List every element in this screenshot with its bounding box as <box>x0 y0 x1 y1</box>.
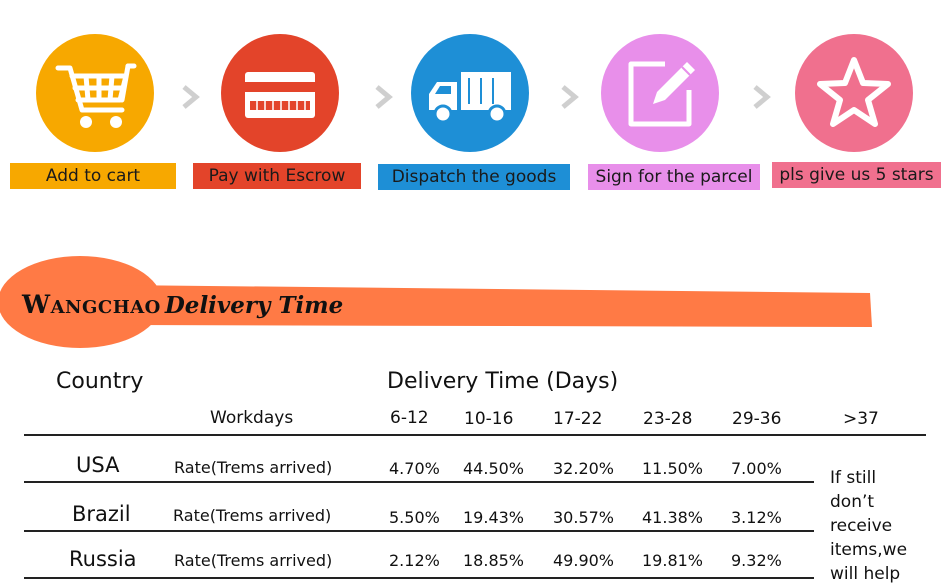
help-note-line: will help <box>830 564 901 584</box>
rate-value: 32.20% <box>553 459 615 478</box>
step-circle-sign-for-the-parcel <box>601 34 719 152</box>
rate-value: 30.57% <box>553 508 615 527</box>
rate-value: 2.12% <box>389 551 440 570</box>
banner-tagline: Delivery Time <box>164 292 344 319</box>
step-label-dispatch-the-goods: Dispatch the goods <box>378 164 570 190</box>
chevron-right-icon <box>182 85 200 109</box>
row-divider <box>24 530 814 532</box>
help-note-line: receive <box>830 516 893 536</box>
step-label-add-to-cart: Add to cart <box>10 163 176 189</box>
star-icon <box>817 57 891 127</box>
rate-value: 3.12% <box>731 508 782 527</box>
help-note: If still don’t receive items,we will hel… <box>830 466 940 586</box>
country-cell: Russia <box>69 547 137 571</box>
help-note-line: If still <box>830 468 877 488</box>
rate-value: 7.00% <box>731 459 782 478</box>
step-label-sign-for-the-parcel: Sign for the parcel <box>588 164 760 190</box>
step-label-pls-give-us-5-stars: pls give us 5 stars <box>772 162 941 188</box>
delivery-time-header: Delivery Time (Days) <box>387 369 619 394</box>
delivery-truck-icon <box>429 72 511 124</box>
chevron-right-icon <box>561 85 579 109</box>
step-circle-dispatch-the-goods <box>411 34 529 152</box>
rate-label: Rate(Trems arrived) <box>174 551 333 570</box>
help-note-line: items,we <box>830 540 908 560</box>
rate-value: 49.90% <box>553 551 615 570</box>
rate-value: 19.43% <box>463 508 525 527</box>
credit-card-icon <box>245 72 315 118</box>
rate-value: 44.50% <box>463 459 525 478</box>
rate-label: Rate(Trems arrived) <box>174 458 333 477</box>
rate-value: 11.50% <box>642 459 704 478</box>
edit-pencil-icon <box>628 61 695 127</box>
column-header: 23-28 <box>643 409 693 429</box>
step-circle-pay-with-escrow <box>221 34 339 152</box>
table-divider <box>24 434 926 436</box>
row-divider <box>24 481 814 483</box>
country-cell: USA <box>76 453 120 477</box>
step-circle-pls-give-us-5-stars <box>795 34 913 152</box>
column-header: 29-36 <box>732 409 782 429</box>
rate-label: Rate(Trems arrived) <box>173 506 332 525</box>
shopping-cart-icon <box>55 63 137 128</box>
country-header: Country <box>56 369 144 394</box>
chevron-right-icon <box>375 85 393 109</box>
column-header: 17-22 <box>553 409 603 429</box>
rate-value: 18.85% <box>463 551 525 570</box>
delivery-time-banner <box>0 256 872 348</box>
column-header: 6-12 <box>390 408 429 428</box>
help-note-line: don’t <box>830 492 875 512</box>
rate-value: 19.81% <box>642 551 704 570</box>
column-header: 10-16 <box>464 409 514 429</box>
rate-value: 9.32% <box>731 551 782 570</box>
step-label-pay-with-escrow: Pay with Escrow <box>193 163 361 189</box>
chevron-right-icon <box>753 85 771 109</box>
country-cell: Brazil <box>72 502 131 526</box>
step-circle-add-to-cart <box>36 34 154 152</box>
column-header: >37 <box>843 409 879 429</box>
brand-name: Wangchao <box>22 290 161 319</box>
rate-value: 41.38% <box>642 508 704 527</box>
rate-value: 4.70% <box>389 459 440 478</box>
banner-title: Wangchao Delivery Time <box>22 290 343 319</box>
workdays-label: Workdays <box>210 408 294 428</box>
row-divider <box>24 577 814 579</box>
rate-value: 5.50% <box>389 508 440 527</box>
